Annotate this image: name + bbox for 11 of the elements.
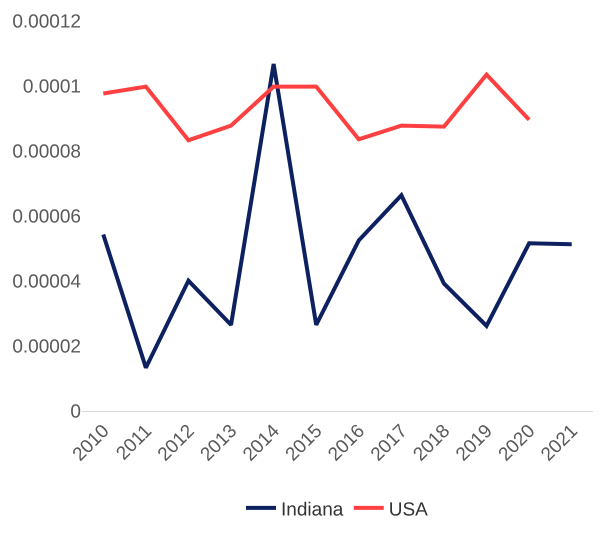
- legend-label: Indiana: [281, 499, 344, 520]
- legend-label: USA: [388, 499, 428, 520]
- y-tick-label: 0: [70, 402, 81, 423]
- y-tick-label: 0.00012: [12, 12, 81, 33]
- y-tick-label: 0.0001: [22, 76, 81, 98]
- y-tick-label: 0.00004: [12, 272, 82, 293]
- y-tick-label: 0.00006: [12, 206, 81, 228]
- line-series: [101, 72, 532, 142]
- line-series: [101, 62, 574, 370]
- y-tick-label: 0.00002: [12, 336, 81, 358]
- y-tick-label: 0.00008: [12, 142, 81, 163]
